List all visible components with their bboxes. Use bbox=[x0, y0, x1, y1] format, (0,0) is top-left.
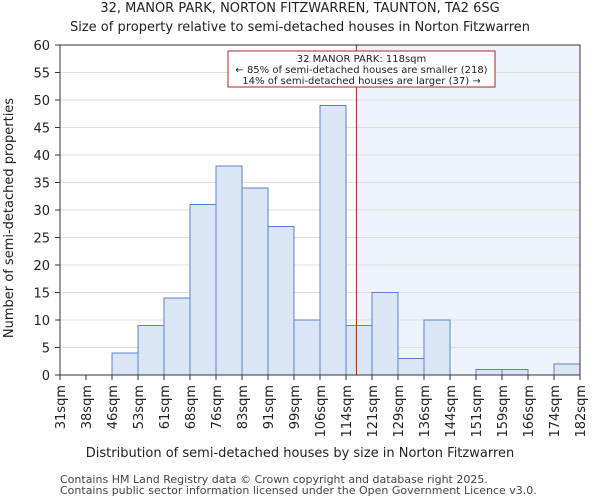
x-tick-label: 121sqm bbox=[366, 385, 381, 438]
y-axis-ticks: 0 5 10 15 20 25 30 35 40 45 50 55 60 bbox=[33, 39, 60, 384]
x-tick-label: 91sqm bbox=[262, 385, 277, 429]
y-axis-label: Number of semi-detached properties bbox=[2, 98, 17, 338]
bar-99sqm bbox=[293, 319, 321, 376]
bar-91sqm bbox=[267, 226, 295, 376]
x-tick-label: 76sqm bbox=[210, 385, 225, 429]
x-tick-label: 53sqm bbox=[132, 385, 147, 429]
x-tick-label: 38sqm bbox=[80, 385, 95, 429]
bar-83sqm bbox=[241, 187, 269, 376]
y-tick-label: 35 bbox=[33, 177, 50, 192]
x-tick-label: 166sqm bbox=[522, 385, 537, 438]
annotation-box bbox=[227, 50, 496, 88]
y-tick-label: 30 bbox=[33, 204, 50, 219]
x-tick-label: 151sqm bbox=[470, 385, 485, 438]
footer-line1: Contains HM Land Registry data © Crown c… bbox=[60, 473, 488, 486]
x-tick-label: 159sqm bbox=[496, 385, 511, 438]
x-tick-label: 106sqm bbox=[314, 385, 329, 438]
bar-174sqm bbox=[553, 363, 581, 376]
bar-76sqm bbox=[215, 165, 243, 376]
bar-106sqm bbox=[319, 105, 347, 376]
y-tick-label: 50 bbox=[33, 94, 50, 109]
footer-line2: Contains public sector information licen… bbox=[60, 484, 537, 497]
bar-61sqm bbox=[163, 297, 191, 376]
chart-title-line1: 32, MANOR PARK, NORTON FITZWARREN, TAUNT… bbox=[100, 1, 499, 16]
x-tick-label: 136sqm bbox=[418, 385, 433, 438]
x-tick-label: 83sqm bbox=[236, 385, 251, 429]
plot-frame bbox=[59, 44, 581, 376]
x-tick-label: 68sqm bbox=[184, 385, 199, 429]
y-tick-label: 40 bbox=[33, 149, 50, 164]
y-tick-label: 45 bbox=[33, 122, 50, 137]
x-axis-label: Distribution of semi-detached houses by … bbox=[86, 446, 515, 461]
annotation-line2: ← 85% of semi-detached houses are smalle… bbox=[235, 65, 487, 76]
x-tick-label: 144sqm bbox=[444, 385, 459, 438]
y-tick-label: 55 bbox=[33, 67, 50, 82]
x-axis-ticks: 31sqm 38sqm 46sqm 53sqm 61sqm 68sqm 76sqm 83sqm… bbox=[54, 375, 589, 438]
y-tick-label: 10 bbox=[33, 314, 50, 329]
x-tick-label: 182sqm bbox=[574, 385, 589, 438]
bar-121sqm bbox=[371, 292, 399, 376]
y-tick-label: 15 bbox=[33, 287, 50, 302]
y-tick-label: 25 bbox=[33, 232, 50, 247]
bar-46sqm bbox=[111, 352, 139, 376]
x-tick-label: 174sqm bbox=[548, 385, 563, 438]
y-tick-label: 5 bbox=[42, 342, 50, 357]
x-tick-label: 31sqm bbox=[54, 385, 69, 429]
bar-114sqm bbox=[345, 325, 373, 376]
x-tick-label: 61sqm bbox=[158, 385, 173, 429]
annotation-line3: 14% of semi-detached houses are larger (… bbox=[242, 76, 480, 87]
x-tick-label: 46sqm bbox=[106, 385, 121, 429]
x-tick-label: 129sqm bbox=[392, 385, 407, 438]
bar-136sqm bbox=[423, 319, 451, 376]
bar-53sqm bbox=[137, 325, 165, 376]
annotation-line1: 32 MANOR PARK: 118sqm bbox=[297, 54, 427, 65]
bar-159sqm bbox=[501, 369, 529, 376]
x-tick-label: 114sqm bbox=[340, 385, 355, 438]
bar-129sqm bbox=[397, 358, 425, 376]
bar-151sqm bbox=[475, 369, 503, 376]
bar-68sqm bbox=[189, 204, 217, 376]
y-tick-label: 60 bbox=[33, 39, 50, 54]
y-tick-label: 20 bbox=[33, 259, 50, 274]
x-tick-label: 99sqm bbox=[288, 385, 303, 429]
y-tick-label: 0 bbox=[42, 369, 50, 384]
bars bbox=[111, 105, 581, 376]
chart-title-line2: Size of property relative to semi-detach… bbox=[70, 20, 530, 35]
